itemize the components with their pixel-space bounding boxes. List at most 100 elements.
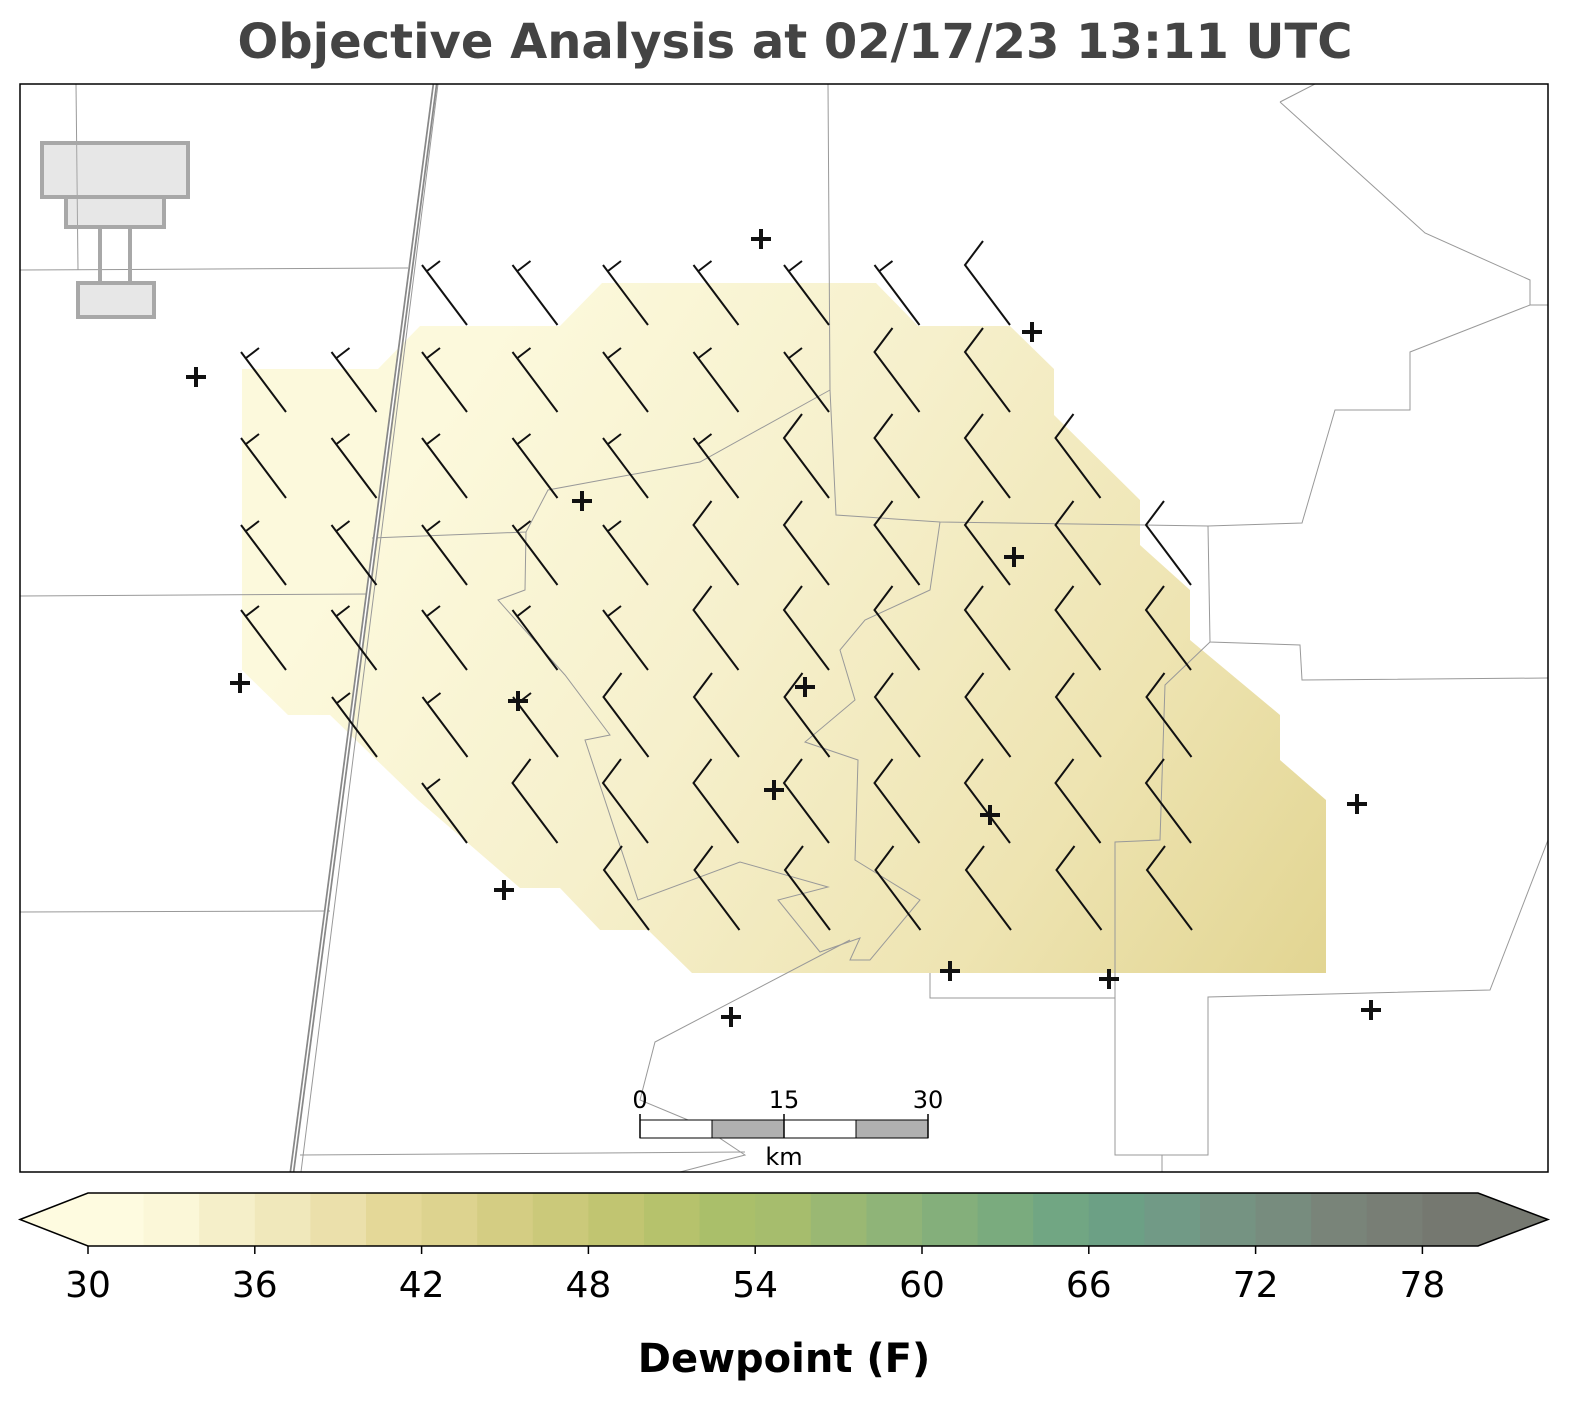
wind-barb: [692, 758, 740, 844]
wind-barb: [421, 778, 468, 844]
colorbar-level: [254, 1193, 311, 1246]
scalebar-tick-label: 15: [769, 1086, 800, 1114]
wind-barb: [873, 672, 921, 758]
wind-barb: [873, 500, 921, 586]
wind-barb: [1054, 500, 1102, 586]
wind-barb: [1144, 500, 1192, 586]
colorbar-level: [1366, 1193, 1423, 1246]
wind-barb: [421, 433, 468, 499]
scalebar-tick-label: 0: [632, 1086, 647, 1114]
wind-barb: [240, 433, 287, 499]
station: [186, 367, 206, 387]
wind-barb: [602, 260, 649, 326]
wind-barb: [602, 347, 649, 413]
wind-barb: [1055, 845, 1103, 931]
colorbar-extend-low: [20, 1193, 88, 1246]
station: [795, 677, 815, 697]
wind-barb: [693, 845, 741, 931]
wind-barb: [873, 327, 921, 413]
wind-barb: [511, 605, 559, 671]
wind-barb: [874, 845, 922, 931]
colorbar-level: [977, 1193, 1034, 1246]
wind-barb: [1144, 585, 1192, 671]
wind-barb: [602, 433, 649, 499]
colorbar-level: [810, 1193, 867, 1246]
wind-barb: [240, 520, 287, 586]
colorbar-level: [1033, 1193, 1090, 1246]
dewpoint-field: [242, 283, 1326, 973]
wind-barb: [964, 845, 1012, 931]
station: [1347, 794, 1367, 814]
wind-barb: [240, 605, 287, 671]
wind-barb: [331, 692, 378, 758]
wind-barb: [602, 672, 650, 758]
colorbar-level: [310, 1193, 367, 1246]
wind-barb: [511, 433, 559, 499]
wind-barb: [240, 347, 287, 413]
wind-barb: [511, 347, 559, 413]
wind-barb: [330, 520, 378, 586]
station: [940, 961, 960, 981]
wind-barb: [421, 692, 469, 758]
colorbar-extend-high: [1478, 1193, 1548, 1246]
colorbar-level: [477, 1193, 534, 1246]
colorbar-level: [699, 1193, 756, 1246]
colorbar-level: [421, 1193, 478, 1246]
colorbar-tick-label: 54: [732, 1265, 778, 1306]
colorbar-tick-label: 48: [565, 1265, 611, 1306]
wind-barb: [873, 758, 921, 844]
wind-barb: [963, 413, 1011, 499]
wind-barb: [511, 520, 559, 586]
station: [1004, 547, 1024, 567]
station: [508, 691, 528, 711]
colorbar-level: [644, 1193, 701, 1246]
county-boundaries: [20, 84, 1548, 1172]
colorbar-level: [532, 1193, 589, 1246]
wind-barb: [692, 260, 740, 326]
wind-barb: [330, 433, 378, 499]
colorbar-level: [588, 1193, 645, 1246]
scalebar-segment: [855, 1119, 929, 1139]
colorbar-level: [922, 1193, 979, 1246]
colorbar-level: [1144, 1193, 1201, 1246]
colorbar-level: [866, 1193, 923, 1246]
wind-barb: [692, 672, 740, 758]
wind-barb: [963, 758, 1011, 844]
wind-barb: [421, 347, 468, 413]
wind-barb: [692, 585, 740, 671]
colorbar-label: Dewpoint (F): [638, 1336, 931, 1382]
wind-barb: [330, 605, 378, 671]
wind-barb: [873, 585, 921, 671]
wind-barb: [963, 327, 1011, 413]
wind-barb: [963, 240, 1011, 326]
wind-barb: [964, 672, 1012, 758]
colorbar-level: [88, 1193, 145, 1246]
colorbar-level: [199, 1193, 256, 1246]
wind-barb: [1054, 672, 1102, 758]
station: [1361, 1000, 1381, 1020]
wind-barb: [602, 605, 649, 671]
wind-barb: [511, 260, 559, 326]
scalebar-tick-label: 30: [913, 1086, 944, 1114]
colorbar-tick-label: 42: [399, 1265, 445, 1306]
wind-barb: [330, 347, 378, 413]
wind-barb: [1145, 672, 1193, 758]
colorbar: 30 36 42 48 54 60 66 72 78: [17, 1192, 1551, 1306]
colorbar-level: [1088, 1193, 1145, 1246]
station: [980, 805, 1000, 825]
map-frame: [19, 83, 1549, 1173]
wind-barb: [873, 260, 921, 326]
wind-barb: [602, 845, 650, 931]
colorbar-level: [1311, 1193, 1368, 1246]
wind-barb: [1054, 585, 1102, 671]
wind-barb: [782, 500, 830, 586]
station: [230, 673, 250, 693]
colorbar-tick-label: 30: [65, 1265, 111, 1306]
wind-barb: [601, 758, 649, 844]
wind-barb: [421, 260, 468, 326]
wind-barb: [421, 605, 468, 671]
wind-barb: [963, 585, 1011, 671]
wind-barb: [782, 758, 830, 844]
wind-barb: [692, 500, 740, 586]
